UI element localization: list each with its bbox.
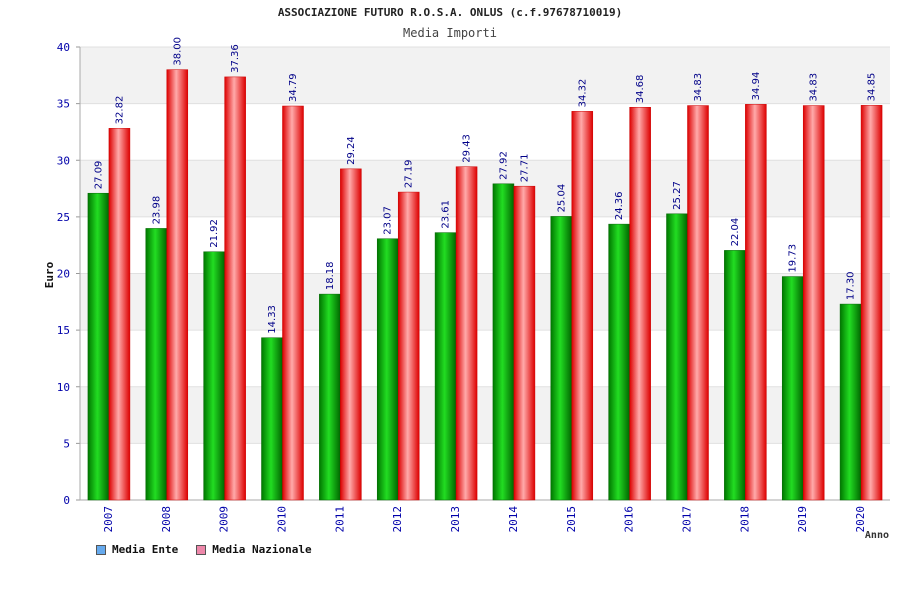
y-tick-label: 25: [57, 211, 70, 224]
data-label-media-nazionale: 29.43: [462, 134, 473, 163]
data-label-media-nazionale: 34.83: [693, 73, 704, 102]
bar-media-nazionale: [166, 69, 189, 501]
legend-swatch-media-ente: [96, 544, 106, 555]
y-tick-label: 5: [63, 437, 70, 450]
data-label-media-ente: 22.04: [730, 218, 741, 247]
y-tick-label: 35: [57, 98, 70, 111]
x-tick-label: 2017: [681, 506, 694, 533]
chart-subtitle: Media Importi: [403, 26, 497, 40]
bar-media-ente: [550, 216, 573, 501]
x-axis-label: Anno: [865, 530, 889, 541]
data-label-media-ente: 25.27: [672, 181, 683, 210]
chart-title: ASSOCIAZIONE FUTURO R.O.S.A. ONLUS (c.f.…: [277, 6, 623, 19]
y-tick-label: 0: [63, 494, 70, 507]
y-axis-label: Euro: [43, 261, 56, 288]
data-label-media-nazionale: 34.32: [577, 79, 588, 108]
data-label-media-nazionale: 34.85: [867, 73, 878, 102]
data-label-media-nazionale: 34.94: [751, 72, 762, 101]
data-label-media-ente: 17.30: [846, 271, 857, 300]
x-tick-label: 2011: [333, 506, 346, 533]
bar-media-ente: [145, 228, 168, 501]
bar-media-nazionale: [860, 105, 883, 501]
x-tick-label: 2014: [507, 506, 520, 533]
x-tick-label: 2018: [738, 506, 751, 533]
bar-media-nazionale: [513, 185, 536, 501]
data-label-media-nazionale: 27.71: [519, 154, 530, 183]
legend: Media Ente Media Nazionale: [96, 543, 312, 556]
bar-media-ente: [87, 192, 110, 501]
bar-media-ente: [203, 251, 225, 501]
legend-item-media-nazionale: Media Nazionale: [196, 543, 312, 556]
grid-band: [80, 386, 890, 444]
y-tick-label: 10: [57, 381, 70, 394]
y-tick-label: 30: [57, 154, 70, 167]
x-tick-label: 2007: [102, 506, 115, 533]
data-label-media-ente: 23.61: [441, 200, 452, 229]
grid-band: [80, 160, 890, 217]
data-label-media-nazionale: 34.68: [635, 75, 646, 104]
legend-label-media-nazionale: Media Nazionale: [212, 543, 312, 556]
grid-band: [80, 273, 890, 331]
grid-band: [80, 103, 890, 161]
data-label-media-ente: 23.07: [383, 206, 394, 235]
data-label-media-nazionale: 32.82: [114, 96, 125, 125]
bar-media-ente: [839, 303, 862, 501]
bar-media-nazionale: [802, 105, 825, 501]
data-label-media-nazionale: 27.19: [404, 159, 415, 188]
bar-media-ente: [781, 276, 804, 501]
grid-band: [80, 216, 890, 274]
data-label-media-ente: 24.36: [614, 191, 625, 220]
data-label-media-ente: 14.33: [267, 305, 278, 334]
bar-media-ente: [666, 213, 688, 501]
bar-media-ente: [434, 232, 457, 501]
data-label-media-ente: 21.92: [209, 219, 220, 248]
data-label-media-nazionale: 37.36: [230, 44, 241, 73]
data-label-media-nazionale: 34.83: [809, 73, 820, 102]
grid-band: [80, 47, 890, 104]
x-tick-label: 2019: [796, 506, 809, 533]
bar-media-nazionale: [629, 106, 651, 501]
x-tick-label: 2015: [565, 506, 578, 533]
bar-media-nazionale: [571, 111, 594, 501]
data-label-media-ente: 27.92: [498, 151, 509, 180]
x-tick-label: 2012: [391, 506, 404, 533]
legend-swatch-media-nazionale: [196, 544, 207, 555]
bar-media-nazionale: [340, 168, 362, 501]
bar-media-ente: [376, 238, 399, 501]
bar-media-nazionale: [282, 105, 304, 501]
x-tick-label: 2008: [160, 506, 173, 533]
data-label-media-ente: 18.18: [325, 261, 336, 290]
bar-media-nazionale: [108, 128, 131, 501]
x-tick-label: 2010: [276, 506, 289, 533]
bar-media-ente: [724, 250, 746, 501]
bar-media-ente: [608, 223, 630, 501]
data-label-media-nazionale: 29.24: [346, 136, 357, 165]
data-label-media-ente: 23.98: [151, 196, 162, 225]
bar-media-ente: [261, 337, 283, 501]
bar-media-nazionale: [397, 191, 420, 501]
legend-label-media-ente: Media Ente: [112, 543, 179, 556]
x-tick-label: 2009: [218, 506, 231, 533]
x-tick-label: 2020: [854, 506, 867, 533]
bar-media-nazionale: [745, 104, 767, 501]
legend-item-media-ente: Media Ente: [96, 543, 178, 556]
data-label-media-nazionale: 34.79: [288, 73, 299, 102]
x-tick-label: 2016: [623, 506, 636, 533]
y-tick-label: 15: [57, 324, 70, 337]
bar-media-ente: [319, 293, 341, 501]
grid-band: [80, 443, 890, 500]
data-label-media-ente: 27.09: [93, 161, 104, 190]
bar-media-nazionale: [687, 105, 709, 501]
y-tick-label: 20: [57, 268, 70, 281]
bar-media-nazionale: [455, 166, 478, 501]
bar-media-nazionale: [224, 76, 246, 501]
x-tick-label: 2013: [449, 506, 462, 533]
data-label-media-nazionale: 38.00: [172, 37, 183, 66]
y-tick-label: 40: [57, 41, 70, 54]
data-label-media-ente: 25.04: [556, 184, 567, 213]
bar-media-ente: [492, 183, 515, 501]
data-label-media-ente: 19.73: [788, 244, 799, 273]
grid-band: [80, 330, 890, 387]
